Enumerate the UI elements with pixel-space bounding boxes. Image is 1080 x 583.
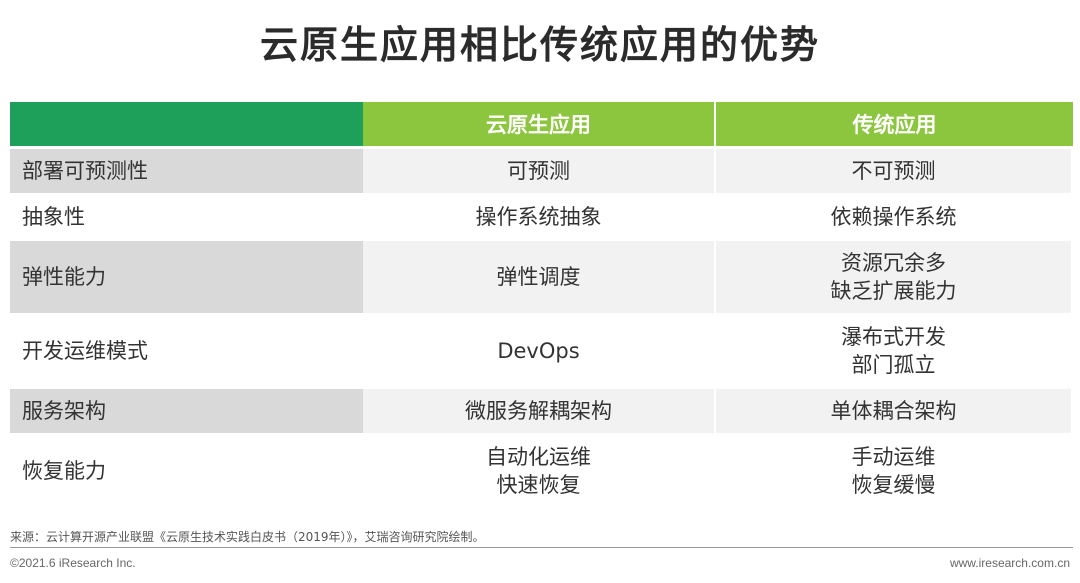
table-row: 弹性能力 弹性调度 资源冗余多 缺乏扩展能力	[10, 241, 1073, 315]
traditional-cell: 手动运维 恢复缓慢	[716, 435, 1073, 509]
source-note: 来源：云计算开源产业联盟《云原生技术实践白皮书（2019年）》，艾瑞咨询研究院绘…	[10, 530, 485, 544]
cell-text: 资源冗余多	[841, 251, 946, 275]
traditional-cell: 依赖操作系统	[716, 195, 1073, 241]
table-row: 抽象性 操作系统抽象 依赖操作系统	[10, 195, 1073, 241]
table-row: 部署可预测性 可预测 不可预测	[10, 149, 1073, 195]
cell-text: 恢复缓慢	[851, 473, 936, 497]
row-label: 服务架构	[10, 389, 363, 435]
table-row: 服务架构 微服务解耦架构 单体耦合架构	[10, 389, 1073, 435]
copyright-text: ©2021.6 iResearch Inc.	[10, 556, 136, 570]
cell-text: 自动化运维	[486, 445, 591, 469]
cell-text: 弹性调度	[496, 265, 581, 289]
row-label: 部署可预测性	[10, 149, 363, 195]
comparison-table: 云原生应用 传统应用 部署可预测性 可预测 不可预测 抽象性 操作系统抽象 依赖…	[10, 102, 1073, 509]
cloud-cell: 自动化运维 快速恢复	[363, 435, 716, 509]
cell-text: 单体耦合架构	[830, 399, 957, 423]
row-label: 恢复能力	[10, 435, 363, 509]
traditional-cell: 不可预测	[716, 149, 1073, 195]
cloud-cell: DevOps	[363, 315, 716, 389]
cell-text: 快速恢复	[496, 473, 581, 497]
cell-text: 操作系统抽象	[475, 205, 602, 229]
page-title: 云原生应用相比传统应用的优势	[259, 23, 820, 67]
cell-text: 部门孤立	[851, 353, 936, 377]
table-row: 开发运维模式 DevOps 瀑布式开发 部门孤立	[10, 315, 1073, 389]
website-link[interactable]: www.iresearch.com.cn	[949, 556, 1070, 570]
traditional-cell: 资源冗余多 缺乏扩展能力	[716, 241, 1073, 315]
cell-text: 微服务解耦架构	[465, 399, 612, 423]
header-traditional: 传统应用	[716, 102, 1073, 149]
table-row: 恢复能力 自动化运维 快速恢复 手动运维 恢复缓慢	[10, 435, 1073, 509]
table-header-row: 云原生应用 传统应用	[10, 102, 1073, 149]
cloud-cell: 微服务解耦架构	[363, 389, 716, 435]
cloud-cell: 可预测	[363, 149, 716, 195]
footer-divider	[10, 547, 1073, 548]
traditional-cell: 单体耦合架构	[716, 389, 1073, 435]
row-label: 弹性能力	[10, 241, 363, 315]
cell-text: 手动运维	[851, 445, 936, 469]
traditional-cell: 瀑布式开发 部门孤立	[716, 315, 1073, 389]
header-cloud-native: 云原生应用	[363, 102, 716, 149]
row-label: 开发运维模式	[10, 315, 363, 389]
cell-text: 缺乏扩展能力	[830, 279, 957, 303]
cell-text: DevOps	[497, 339, 580, 363]
cell-text: 不可预测	[851, 159, 936, 183]
cell-text: 瀑布式开发	[841, 325, 946, 349]
row-label: 抽象性	[10, 195, 363, 241]
cell-text: 依赖操作系统	[830, 205, 957, 229]
cloud-cell: 操作系统抽象	[363, 195, 716, 241]
header-empty-cell	[10, 102, 363, 149]
cell-text: 可预测	[507, 159, 570, 183]
cloud-cell: 弹性调度	[363, 241, 716, 315]
